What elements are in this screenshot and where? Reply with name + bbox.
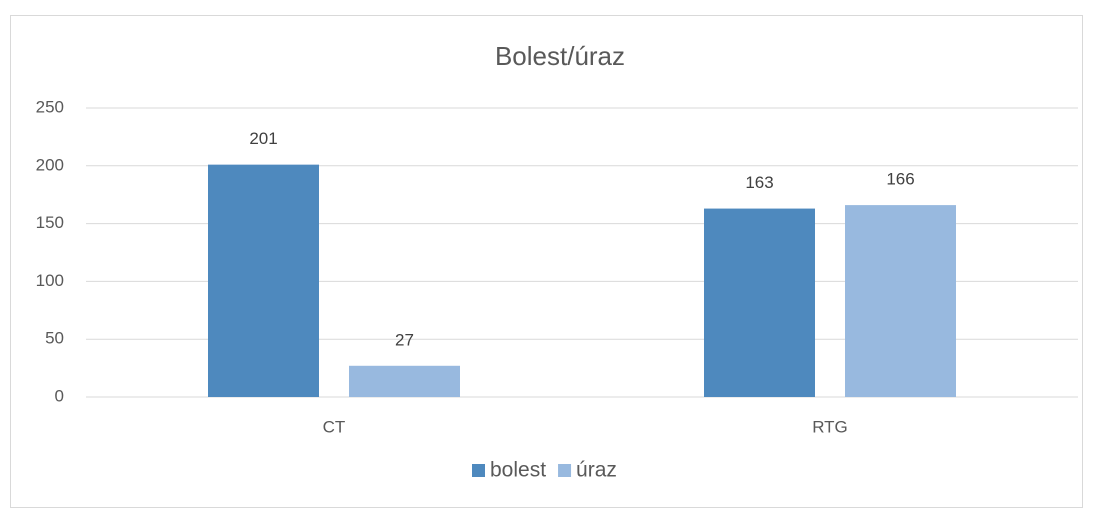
bar [208, 164, 319, 397]
bar [845, 205, 956, 397]
y-tick-label: 200 [36, 155, 64, 174]
y-tick-label: 250 [36, 97, 64, 116]
y-tick-label: 50 [45, 329, 64, 348]
bar [349, 365, 460, 397]
data-label: 201 [249, 129, 277, 148]
legend-swatch [472, 464, 485, 477]
data-label: 27 [395, 330, 414, 349]
data-label: 163 [745, 173, 773, 192]
y-tick-label: 100 [36, 271, 64, 290]
y-tick-label: 150 [36, 213, 64, 232]
x-tick-label: RTG [812, 417, 848, 436]
data-label: 166 [886, 170, 914, 189]
legend-swatch [558, 464, 572, 477]
y-tick-label: 0 [55, 386, 64, 405]
chart-title: Bolest/úraz [495, 41, 625, 71]
legend-label: bolest [490, 459, 546, 482]
x-tick-label: CT [323, 417, 346, 436]
legend-label: úraz [576, 459, 617, 482]
bar [704, 208, 815, 397]
